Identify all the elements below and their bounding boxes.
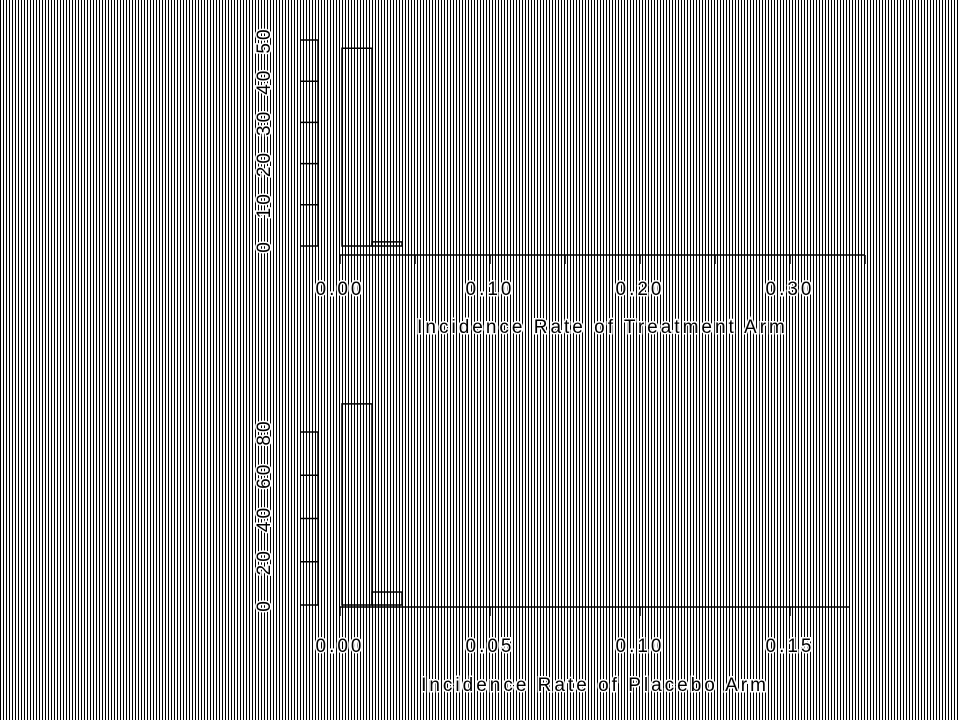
y-tick-label: 0	[254, 598, 275, 612]
x-tick-label: 0.10	[616, 636, 665, 657]
y-tick-label: 80	[254, 418, 275, 445]
x-axis-title: Incidence Rate of Placebo Arm	[421, 675, 769, 696]
x-tick-label: 0.05	[466, 636, 515, 657]
y-tick-label: 20	[254, 150, 275, 177]
y-tick-label: 40	[254, 505, 275, 532]
y-tick-label: 30	[254, 109, 275, 136]
y-tick-label: 60	[254, 462, 275, 489]
y-tick-label: 10	[254, 191, 275, 218]
y-tick-label: 0	[254, 239, 275, 253]
bar	[371, 241, 403, 247]
x-tick-label: 0.20	[616, 279, 665, 300]
x-tick-label: 0.10	[466, 279, 515, 300]
bar	[341, 403, 373, 606]
x-tick-label: 0.15	[766, 636, 815, 657]
bar	[341, 47, 373, 247]
x-tick-label: 0.30	[766, 279, 815, 300]
x-axis-title: Incidence Rate of Treatment Arm	[417, 317, 788, 338]
x-tick-label: 0.00	[316, 636, 365, 657]
x-tick-label: 0.00	[316, 279, 365, 300]
bar	[371, 591, 403, 606]
y-tick-label: 50	[254, 26, 275, 53]
y-tick-label: 40	[254, 68, 275, 95]
y-tick-label: 20	[254, 548, 275, 575]
